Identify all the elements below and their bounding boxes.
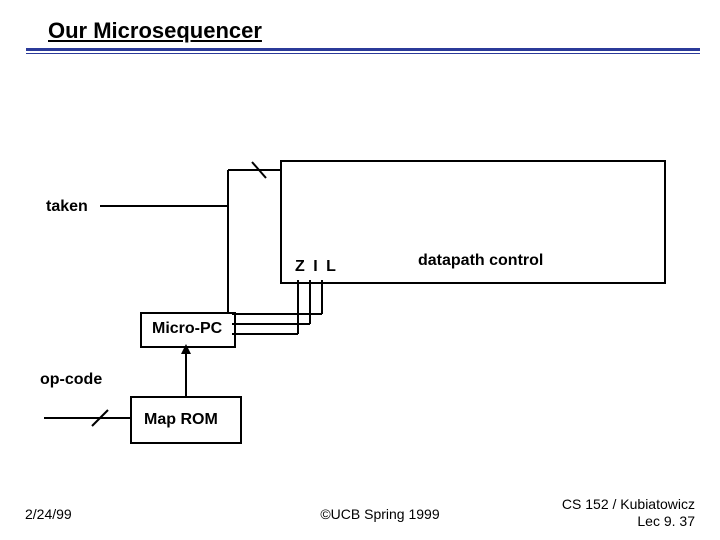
op-code-label: op-code bbox=[40, 371, 102, 389]
datapath-control-label: datapath control bbox=[418, 252, 543, 270]
map-rom-label: Map ROM bbox=[144, 411, 218, 429]
slide-title: Our Microsequencer bbox=[48, 18, 262, 44]
footer-course: CS 152 / Kubiatowicz Lec 9. 37 bbox=[562, 496, 695, 530]
micro-pc-label: Micro-PC bbox=[152, 320, 222, 338]
zil-label: Z I L bbox=[295, 258, 338, 276]
footer-date: 2/24/99 bbox=[25, 506, 72, 522]
footer-course-line2: Lec 9. 37 bbox=[562, 513, 695, 530]
taken-label: taken bbox=[46, 198, 88, 216]
title-rule-thick bbox=[26, 48, 700, 51]
footer-course-line1: CS 152 / Kubiatowicz bbox=[562, 496, 695, 513]
title-rule-thin bbox=[26, 53, 700, 54]
footer-copyright: ©UCB Spring 1999 bbox=[280, 506, 480, 522]
